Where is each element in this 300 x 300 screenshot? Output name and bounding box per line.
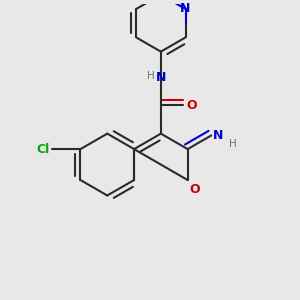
- Text: O: O: [187, 99, 197, 112]
- Text: O: O: [189, 183, 200, 196]
- Text: Cl: Cl: [36, 142, 50, 156]
- Text: H: H: [147, 70, 154, 81]
- Text: N: N: [156, 71, 166, 84]
- Text: H: H: [229, 139, 237, 149]
- Text: N: N: [180, 2, 191, 16]
- Text: N: N: [213, 129, 223, 142]
